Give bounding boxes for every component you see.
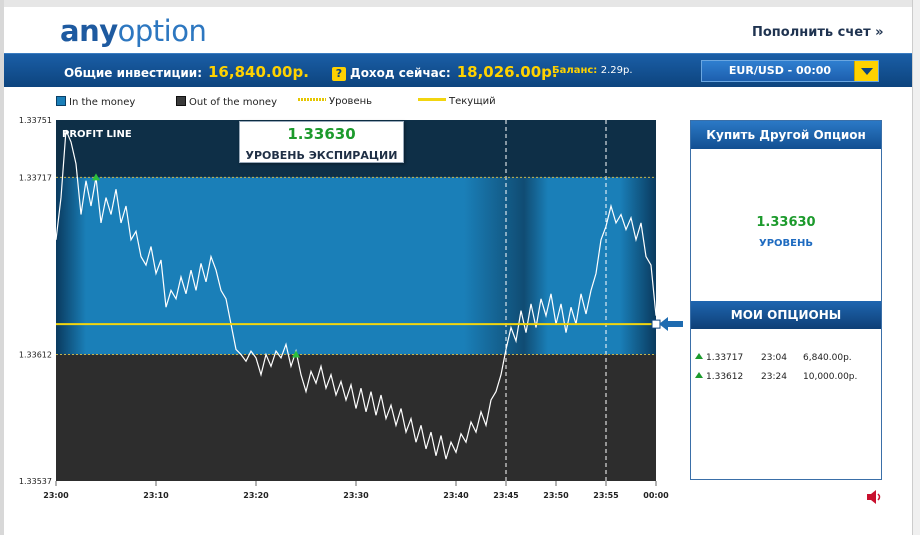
profit-line-chart: PROFIT LINE 1.33751 1.33717 1.33612 1.33537… <box>19 116 669 500</box>
option-time: 23:04 <box>761 353 787 363</box>
balance: Баланс: 2.29р. <box>552 65 633 76</box>
investments-label: Общие инвестиции: <box>64 66 202 80</box>
option-level: 1.33717 <box>706 353 744 363</box>
investments-value: 16,840.00р. <box>208 63 309 81</box>
up-triangle-icon <box>695 372 703 378</box>
x-tick-label: 00:00 <box>643 491 669 500</box>
entry-up-marker <box>292 350 300 358</box>
option-panel: Купить Другой Опцион 1.33630 УРОВЕНЬ МОИ… <box>690 120 882 480</box>
asset-dropdown[interactable]: EUR/USD - 00:00 <box>701 60 879 82</box>
info-bar: Общие инвестиции: 16,840.00р. ? Доход сейч… <box>4 53 912 87</box>
anyoption-logo[interactable]: anyoption <box>60 14 207 48</box>
option-time: 23:24 <box>761 372 787 382</box>
legend-in-money: In the money <box>56 96 135 108</box>
help-icon[interactable]: ? <box>332 67 346 81</box>
balance-label: Баланс: <box>552 65 598 76</box>
y-tick-label: 1.33612 <box>19 350 52 359</box>
buy-another-option-button[interactable]: Купить Другой Опцион <box>691 121 881 149</box>
current-income: ? Доход сейчас: 18,026.00р. <box>332 63 558 81</box>
x-tick-label: 23:20 <box>243 491 269 500</box>
balance-value: 2.29р. <box>600 65 633 76</box>
total-investments: Общие инвестиции: 16,840.00р. <box>64 63 309 81</box>
expiry-level-label: УРОВЕНЬ ЭКСПИРАЦИИ <box>245 149 398 162</box>
left-border <box>0 0 4 535</box>
up-triangle-icon <box>695 353 703 359</box>
my-options-header: МОИ ОПЦИОНЫ <box>691 301 881 329</box>
entry-up-marker <box>92 173 100 181</box>
chevron-down-icon[interactable] <box>854 61 878 81</box>
x-tick-label: 23:40 <box>443 491 469 500</box>
top-border <box>0 0 920 7</box>
right-border <box>912 0 920 535</box>
option-amount: 6,840.00р. <box>803 353 852 363</box>
legend-out-money: Out of the money <box>176 96 277 108</box>
legend-current: Текущий <box>418 96 496 107</box>
x-tick-label: 23:45 <box>493 491 519 500</box>
panel-level-value: 1.33630 <box>756 215 816 230</box>
expiry-level-value: 1.33630 <box>287 125 356 143</box>
y-tick-label: 1.33537 <box>19 477 52 486</box>
out-of-the-money-band <box>56 354 656 481</box>
x-tick-label: 23:55 <box>593 491 619 500</box>
expiry-level-box: 1.33630 УРОВЕНЬ ЭКСПИРАЦИИ <box>239 121 404 163</box>
y-tick-label: 1.33717 <box>19 173 52 182</box>
panel-level-label: УРОВЕНЬ <box>759 238 813 249</box>
legend-level: Уровень <box>298 96 372 107</box>
income-value: 18,026.00р. <box>456 63 558 81</box>
option-level: 1.33612 <box>706 372 744 382</box>
x-tick-label: 23:00 <box>43 491 69 500</box>
x-tick-label: 23:10 <box>143 491 169 500</box>
income-label: Доход сейчас: <box>350 66 451 80</box>
x-tick-label: 23:50 <box>543 491 569 500</box>
y-tick-label: 1.33751 <box>19 116 52 125</box>
sound-icon[interactable] <box>866 489 884 505</box>
option-amount: 10,000.00р. <box>803 372 858 382</box>
asset-dropdown-value: EUR/USD - 00:00 <box>728 64 832 77</box>
arrow-left-icon <box>659 317 683 331</box>
chart-title: PROFIT LINE <box>62 129 132 140</box>
deposit-link[interactable]: Пополнить счет » <box>752 25 884 40</box>
x-tick-label: 23:30 <box>343 491 369 500</box>
